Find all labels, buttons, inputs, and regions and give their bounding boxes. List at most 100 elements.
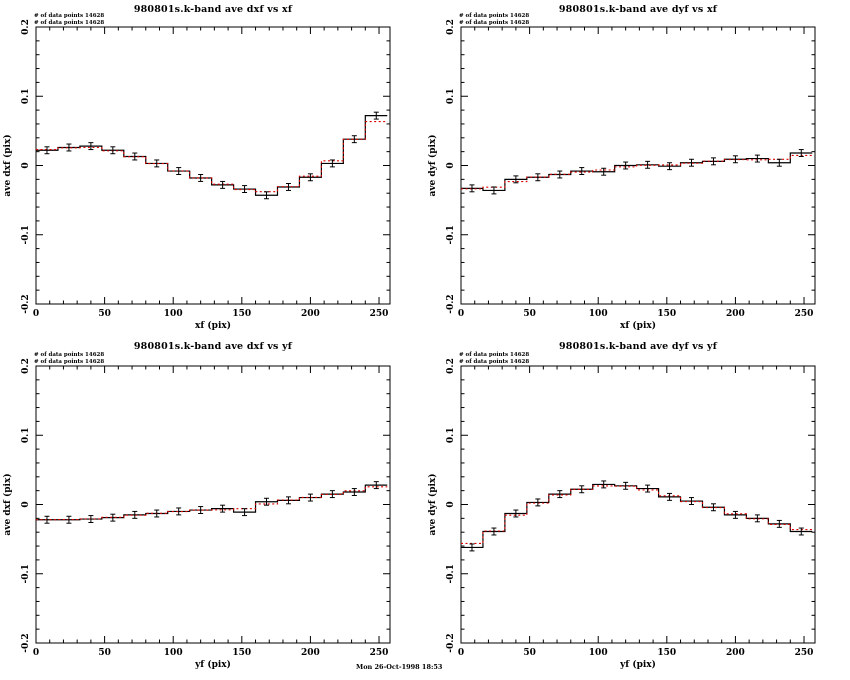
x-tick-label: 50 — [98, 309, 111, 319]
panel-ave-dxf-vs-xf: 980801s.k-band ave dxf vs xf # of data p… — [2, 4, 391, 331]
y-tick-label: -0.1 — [446, 225, 456, 244]
fit-dotted-line — [461, 154, 813, 190]
y-tick-label: 0 — [21, 501, 31, 507]
annotation-line-1: # of data points 14628 — [459, 352, 529, 358]
y-tick-labels: 0.2 0.1 0 -0.1 -0.2 — [446, 358, 456, 653]
x-tick-label: 0 — [458, 309, 464, 319]
x-tick-label: 200 — [726, 648, 745, 658]
x-axis-label: yf (pix) — [194, 659, 231, 670]
x-tick-label: 0 — [33, 309, 39, 319]
x-tick-label: 200 — [301, 309, 320, 319]
x-tick-label: 150 — [657, 309, 676, 319]
fit-dotted-line — [36, 486, 388, 521]
axis-ticks — [35, 26, 390, 305]
y-axis-label: ave dxf (pix) — [2, 473, 13, 535]
error-bars — [44, 481, 379, 524]
histogram-step-line — [461, 152, 813, 192]
x-axis-label: yf (pix) — [619, 659, 656, 670]
annotation-line-1: # of data points 14628 — [459, 13, 529, 19]
axis-ticks — [460, 365, 815, 644]
x-tick-labels: 0 50 100 150 200 250 — [458, 648, 814, 658]
x-tick-label: 50 — [523, 648, 536, 658]
y-tick-label: 0 — [446, 501, 456, 507]
x-tick-label: 0 — [458, 648, 464, 658]
annotation-line-2: # of data points 14628 — [459, 20, 529, 26]
x-tick-labels: 0 50 100 150 200 250 — [458, 309, 814, 319]
y-tick-labels: 0.2 0.1 0 -0.1 -0.2 — [21, 19, 31, 314]
x-tick-label: 250 — [795, 648, 814, 658]
panel-ave-dyf-vs-xf: 980801s.k-band ave dyf vs xf # of data p… — [427, 4, 816, 331]
plot-frame — [35, 26, 391, 305]
y-tick-labels: 0.2 0.1 0 -0.1 -0.2 — [446, 19, 456, 314]
chart-title: 980801s.k-band ave dxf vs xf — [134, 4, 293, 15]
error-bars — [469, 149, 804, 195]
y-tick-label: 0 — [446, 162, 456, 168]
x-tick-label: 100 — [589, 648, 608, 658]
y-tick-label: 0.2 — [21, 19, 31, 35]
x-tick-label: 100 — [164, 309, 183, 319]
x-tick-label: 100 — [164, 648, 183, 658]
y-tick-labels: 0.2 0.1 0 -0.1 -0.2 — [21, 358, 31, 653]
plot-frame — [460, 365, 816, 644]
histogram-step-line — [36, 115, 388, 196]
x-tick-label: 200 — [726, 309, 745, 319]
x-tick-label: 150 — [657, 648, 676, 658]
x-tick-labels: 0 50 100 150 200 250 — [33, 648, 389, 658]
x-tick-label: 50 — [523, 309, 536, 319]
annotation-line-1: # of data points 14628 — [34, 352, 104, 358]
x-tick-label: 150 — [232, 648, 251, 658]
y-tick-label: -0.2 — [21, 294, 31, 313]
y-tick-label: 0.2 — [21, 358, 31, 374]
y-tick-label: -0.1 — [21, 225, 31, 244]
x-tick-label: 100 — [589, 309, 608, 319]
plot-area: 0 50 100 150 200 250 0.2 0.1 0 -0.1 -0.2 — [21, 19, 391, 319]
chart-title: 980801s.k-band ave dyf vs yf — [559, 341, 718, 352]
annotation-line-1: # of data points 14628 — [34, 13, 104, 19]
plot-frame — [35, 365, 391, 644]
x-tick-label: 250 — [370, 309, 389, 319]
chart-title: 980801s.k-band ave dyf vs xf — [559, 4, 718, 15]
plot-frame — [460, 26, 816, 305]
annotation-line-2: # of data points 14628 — [459, 359, 529, 365]
axis-ticks — [35, 365, 390, 644]
x-axis-label: xf (pix) — [195, 320, 231, 331]
footer-timestamp: Mon 26-Oct-1998 18:53 — [356, 663, 443, 671]
plot-area: 0 50 100 150 200 250 0.2 0.1 0 -0.1 -0.2 — [21, 358, 391, 658]
y-tick-label: -0.2 — [446, 633, 456, 652]
y-tick-label: 0.1 — [21, 427, 31, 443]
panel-ave-dxf-vs-yf: 980801s.k-band ave dxf vs yf # of data p… — [2, 341, 391, 670]
chart-title: 980801s.k-band ave dxf vs yf — [134, 341, 293, 352]
y-tick-label: 0.1 — [446, 427, 456, 443]
y-tick-label: -0.2 — [21, 633, 31, 652]
y-axis-label: ave dxf (pix) — [2, 134, 13, 196]
y-tick-label: 0.2 — [446, 19, 456, 35]
y-axis-label: ave dyf (pix) — [427, 473, 438, 535]
x-tick-labels: 0 50 100 150 200 250 — [33, 309, 389, 319]
plot-area: 0 50 100 150 200 250 0.2 0.1 0 -0.1 -0.2 — [446, 358, 816, 658]
y-tick-label: 0.1 — [446, 88, 456, 104]
x-tick-label: 250 — [795, 309, 814, 319]
error-bars — [469, 480, 804, 552]
y-tick-label: 0.1 — [21, 88, 31, 104]
fit-dotted-line — [36, 120, 388, 193]
y-tick-label: -0.2 — [446, 294, 456, 313]
x-axis-label: xf (pix) — [620, 320, 656, 331]
fit-dotted-line — [461, 485, 813, 545]
histogram-step-line — [461, 483, 813, 549]
x-tick-label: 0 — [33, 648, 39, 658]
plot-area: 0 50 100 150 200 250 0.2 0.1 0 -0.1 -0.2 — [446, 19, 816, 319]
y-axis-label: ave dyf (pix) — [427, 134, 438, 196]
x-tick-label: 250 — [370, 648, 389, 658]
error-bars — [44, 111, 379, 200]
x-tick-label: 150 — [232, 309, 251, 319]
y-tick-label: 0.2 — [446, 358, 456, 374]
y-tick-label: 0 — [21, 162, 31, 168]
y-tick-label: -0.1 — [446, 564, 456, 583]
axis-ticks — [460, 26, 815, 305]
panel-ave-dyf-vs-yf: 980801s.k-band ave dyf vs yf # of data p… — [427, 341, 816, 670]
x-tick-label: 50 — [98, 648, 111, 658]
annotation-line-2: # of data points 14628 — [34, 359, 104, 365]
x-tick-label: 200 — [301, 648, 320, 658]
annotation-line-2: # of data points 14628 — [34, 20, 104, 26]
y-tick-label: -0.1 — [21, 564, 31, 583]
